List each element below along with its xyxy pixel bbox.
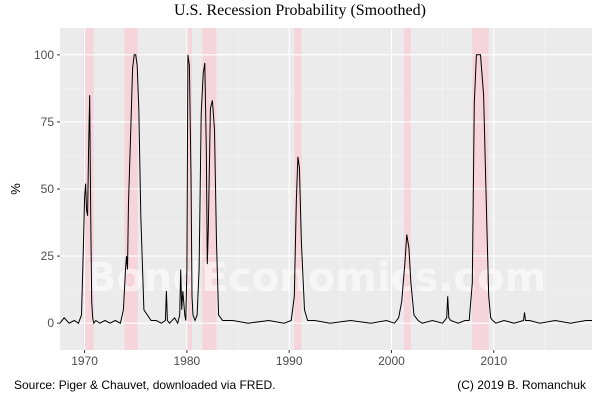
y-axis-title: % <box>8 183 23 195</box>
y-tick-label: 25 <box>41 249 55 263</box>
x-tick-label: 1980 <box>174 354 201 368</box>
series-line <box>59 54 592 325</box>
x-tick-label: 2010 <box>480 354 507 368</box>
y-tick-label: 50 <box>41 182 55 196</box>
x-tick-label: 2000 <box>378 354 405 368</box>
major-grid <box>60 28 592 350</box>
x-tick-label: 1970 <box>71 354 98 368</box>
x-axis: 1970 1980 1990 2000 2010 <box>71 350 507 368</box>
source-note: Source: Piger & Chauvet, downloaded via … <box>14 378 276 392</box>
watermark-text: BondEconomics.com <box>86 255 547 301</box>
x-tick-label: 1990 <box>276 354 303 368</box>
y-axis: 0 25 50 75 100 <box>34 48 60 330</box>
chart-title: U.S. Recession Probability (Smoothed) <box>174 2 426 19</box>
y-tick-label: 0 <box>47 316 54 330</box>
y-tick-label: 75 <box>41 115 55 129</box>
credit-note: (C) 2019 B. Romanchuk <box>457 378 586 392</box>
y-tick-label: 100 <box>34 48 54 62</box>
